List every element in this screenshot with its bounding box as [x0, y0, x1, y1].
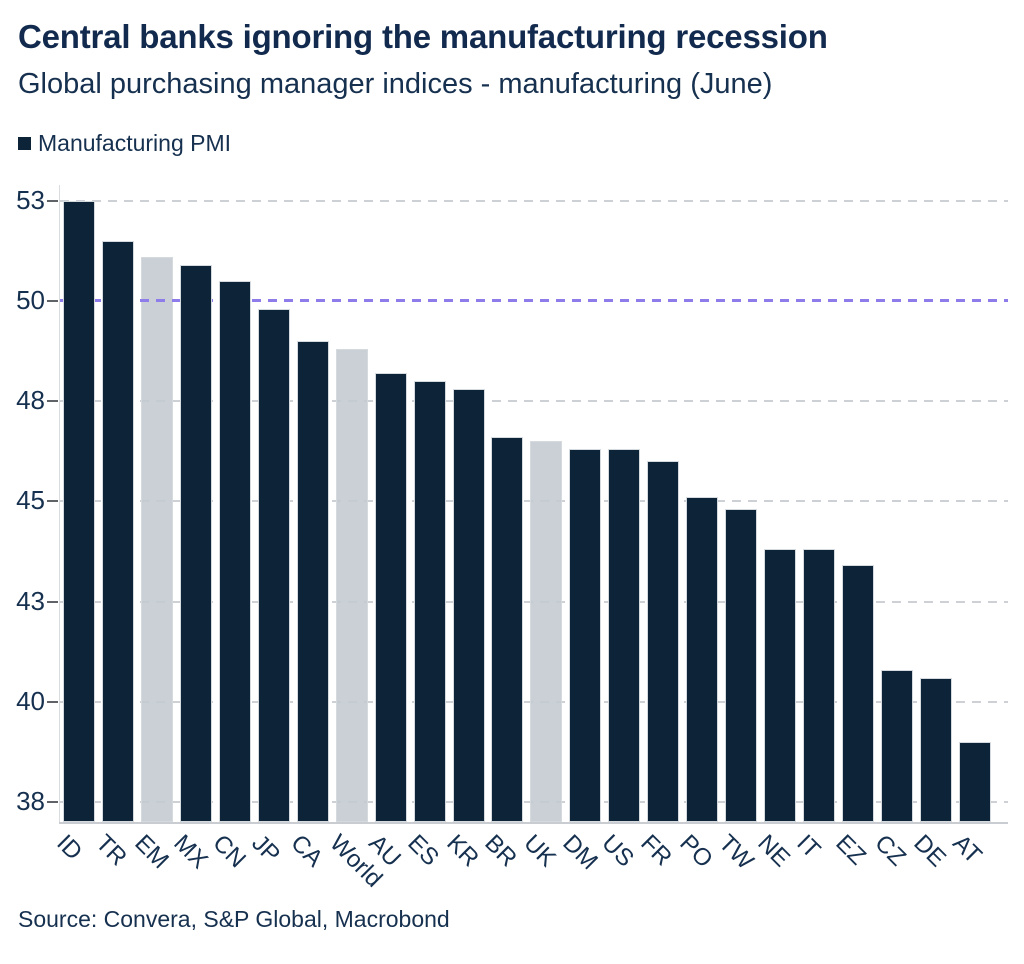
- y-tick-label-45: 45: [16, 485, 45, 516]
- chart-legend: Manufacturing PMI: [18, 130, 231, 157]
- x-tick-label-CA: CA: [285, 829, 328, 873]
- bar-DM: [569, 449, 602, 822]
- bar-US: [608, 449, 641, 822]
- x-tick-label-CN: CN: [207, 829, 251, 874]
- reference-line-50: [60, 299, 1008, 303]
- bar-TW: [725, 509, 758, 822]
- y-tickmark-48: [47, 400, 58, 403]
- chart-title: Central banks ignoring the manufacturing…: [18, 18, 828, 55]
- source-note: Source: Convera, S&P Global, Macrobond: [18, 906, 450, 932]
- x-tick-label-IT: IT: [791, 829, 826, 864]
- bar-CN: [218, 280, 251, 822]
- y-tick-label-43: 43: [16, 585, 45, 616]
- bar-CZ: [880, 669, 913, 822]
- x-tick-label-UK: UK: [518, 829, 562, 873]
- y-tickmark-45: [47, 500, 58, 503]
- bar-EZ: [842, 565, 874, 822]
- x-tick-label-EZ: EZ: [830, 829, 872, 871]
- y-tickmark-40: [47, 700, 58, 703]
- y-tick-label-40: 40: [16, 685, 45, 716]
- y-tick-label-50: 50: [16, 284, 45, 315]
- x-tick-label-ID: ID: [51, 829, 88, 866]
- x-tick-label-TR: TR: [90, 829, 132, 872]
- bar-World: [335, 349, 368, 822]
- x-tick-label-MX: MX: [168, 829, 213, 875]
- bar-JP: [257, 308, 290, 822]
- x-tick-label-CZ: CZ: [869, 829, 911, 872]
- bar-DE: [919, 677, 952, 822]
- bar-UK: [530, 441, 563, 822]
- y-tickmark-43: [47, 600, 58, 603]
- bar-ES: [413, 381, 446, 822]
- y-tick-label-53: 53: [16, 184, 45, 215]
- legend-label: Manufacturing PMI: [38, 130, 232, 156]
- y-tick-label-38: 38: [16, 785, 45, 816]
- legend-swatch-icon: [18, 137, 31, 150]
- bar-ID: [63, 200, 95, 822]
- y-tick-label-48: 48: [16, 385, 45, 416]
- x-tick-label-DM: DM: [557, 829, 604, 876]
- x-tick-label-FR: FR: [635, 829, 678, 872]
- bar-IT: [803, 549, 836, 822]
- y-tickmark-50: [47, 299, 58, 302]
- x-tick-label-AT: AT: [947, 829, 987, 870]
- bar-FR: [647, 461, 680, 822]
- bar-BR: [491, 437, 524, 822]
- x-tick-label-US: US: [596, 829, 640, 873]
- bar-CA: [296, 341, 329, 822]
- x-tick-label-DE: DE: [908, 829, 951, 873]
- x-tick-label-NE: NE: [752, 829, 796, 873]
- y-axis-line: [59, 185, 60, 823]
- x-tick-label-BR: BR: [479, 829, 523, 873]
- bar-AT: [958, 741, 991, 822]
- gridline-53: [60, 199, 1008, 202]
- bar-EM: [140, 256, 173, 822]
- bar-PO: [686, 497, 719, 822]
- bar-NE: [764, 549, 797, 822]
- bar-AU: [374, 373, 407, 822]
- x-tick-label-EM: EM: [129, 829, 174, 875]
- bar-KR: [452, 389, 485, 822]
- y-tickmark-38: [47, 800, 58, 803]
- x-tick-label-TW: TW: [713, 829, 759, 876]
- x-tick-label-KR: KR: [440, 829, 484, 873]
- x-axis-line: [59, 822, 1008, 824]
- chart-subtitle: Global purchasing manager indices - manu…: [18, 68, 773, 100]
- bar-MX: [179, 264, 212, 822]
- x-tick-label-ES: ES: [401, 829, 444, 872]
- y-tickmark-53: [47, 199, 58, 202]
- gridline-48: [60, 400, 1008, 403]
- x-tick-label-PO: PO: [674, 829, 719, 874]
- x-tick-label-JP: JP: [246, 829, 285, 869]
- bar-TR: [101, 240, 134, 822]
